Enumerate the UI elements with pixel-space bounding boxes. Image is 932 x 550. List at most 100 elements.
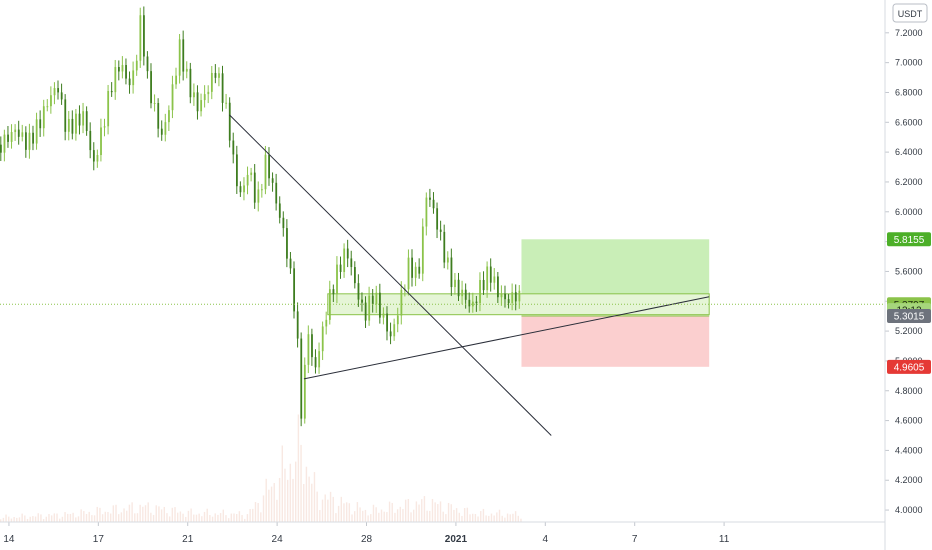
candle (10, 132, 13, 142)
volume-bar (429, 510, 431, 522)
candle (421, 226, 424, 274)
volume-bar (292, 478, 294, 522)
volume-bar (83, 511, 85, 522)
candle (264, 154, 267, 190)
price-badge (887, 232, 931, 247)
candle (321, 326, 324, 352)
ascending-trendline[interactable] (303, 296, 710, 380)
candle (121, 65, 124, 72)
candle (468, 299, 471, 307)
price-tick-label: 6.6000 (895, 117, 923, 127)
candle (46, 106, 49, 108)
candle (114, 67, 117, 93)
volume-bar (340, 496, 342, 522)
candle (464, 289, 467, 300)
price-tick-label: 6.4000 (895, 147, 923, 157)
currency-badge[interactable]: USDT (892, 3, 928, 23)
candle (171, 84, 174, 111)
price-badge-label: 5.3015 (894, 311, 925, 322)
volume-bar (195, 514, 198, 522)
volume-bar (439, 501, 442, 522)
candle (143, 15, 145, 57)
volume-bar (257, 503, 259, 522)
candle (67, 118, 70, 132)
candle (96, 155, 99, 162)
volume-bar (233, 513, 235, 522)
candle (21, 132, 24, 137)
volume-bar (335, 513, 337, 522)
candle (418, 266, 421, 274)
candle (85, 111, 88, 131)
volume-bar (445, 514, 447, 522)
candle (218, 73, 220, 78)
candle (168, 110, 170, 123)
candle (511, 292, 514, 304)
candle (125, 65, 127, 79)
volume-bar (509, 514, 511, 522)
time-axis[interactable]: 14 17 21 24 28 2021 4 7 11 (3, 522, 730, 545)
volume-bar (166, 513, 168, 522)
candle (314, 357, 317, 368)
candle (475, 301, 478, 304)
price-axis[interactable]: 7.2000 7.0000 6.8000 6.6000 6.4000 6.2000 6.00… (885, 28, 923, 515)
volume-bar (123, 508, 125, 522)
volume-bar (128, 504, 131, 522)
volume-bar (198, 513, 200, 522)
candle (364, 302, 367, 321)
volume-bar (482, 508, 485, 522)
volume-bar (13, 517, 15, 522)
candle (28, 132, 31, 150)
volume-bar (329, 491, 332, 522)
candle (472, 301, 474, 307)
volume-bar (308, 476, 310, 522)
candle (350, 258, 353, 268)
time-tick-label: 21 (182, 534, 194, 545)
position-zones (327, 239, 710, 367)
candle (32, 132, 34, 144)
volume-bar (2, 517, 5, 522)
volume-bar (356, 502, 359, 522)
volume-bar (177, 512, 179, 522)
candle (250, 172, 253, 175)
volume-bar (147, 502, 149, 522)
volume-bar (59, 518, 61, 522)
volume-bar (118, 514, 120, 522)
volume-bar (359, 507, 361, 522)
volume-bar (402, 508, 404, 522)
volume-bar (469, 514, 471, 522)
candle (450, 257, 453, 288)
trendlines[interactable] (229, 114, 710, 436)
volume-bar (158, 506, 160, 522)
candle (207, 91, 210, 95)
volume-bar (131, 502, 133, 522)
candle (203, 94, 206, 101)
volume-bar (93, 515, 96, 522)
volume-bar (455, 508, 458, 522)
volume-bar (378, 512, 380, 522)
candle (196, 92, 199, 112)
volume-bar (80, 509, 82, 522)
candle (389, 331, 392, 337)
candle (228, 102, 231, 141)
descending-trendline[interactable] (229, 114, 552, 436)
volume-bar (201, 516, 203, 522)
price-tick-label: 6.0000 (895, 207, 923, 217)
volume-bar (56, 513, 58, 522)
time-tick-label: 14 (3, 534, 15, 545)
candle (42, 106, 45, 129)
volume-bar (174, 507, 176, 522)
volume-bar (399, 506, 401, 522)
candle (160, 128, 163, 135)
candle (311, 334, 313, 358)
candle (64, 99, 67, 132)
price-tick-label: 5.6000 (895, 266, 923, 276)
candle (135, 60, 138, 71)
volume-bar (343, 503, 345, 522)
candle (239, 186, 242, 193)
volume-bar (512, 513, 514, 522)
candle (407, 257, 410, 290)
volume-bar (319, 510, 321, 522)
volume-bar (18, 517, 21, 522)
time-tick-label: 17 (93, 534, 105, 545)
